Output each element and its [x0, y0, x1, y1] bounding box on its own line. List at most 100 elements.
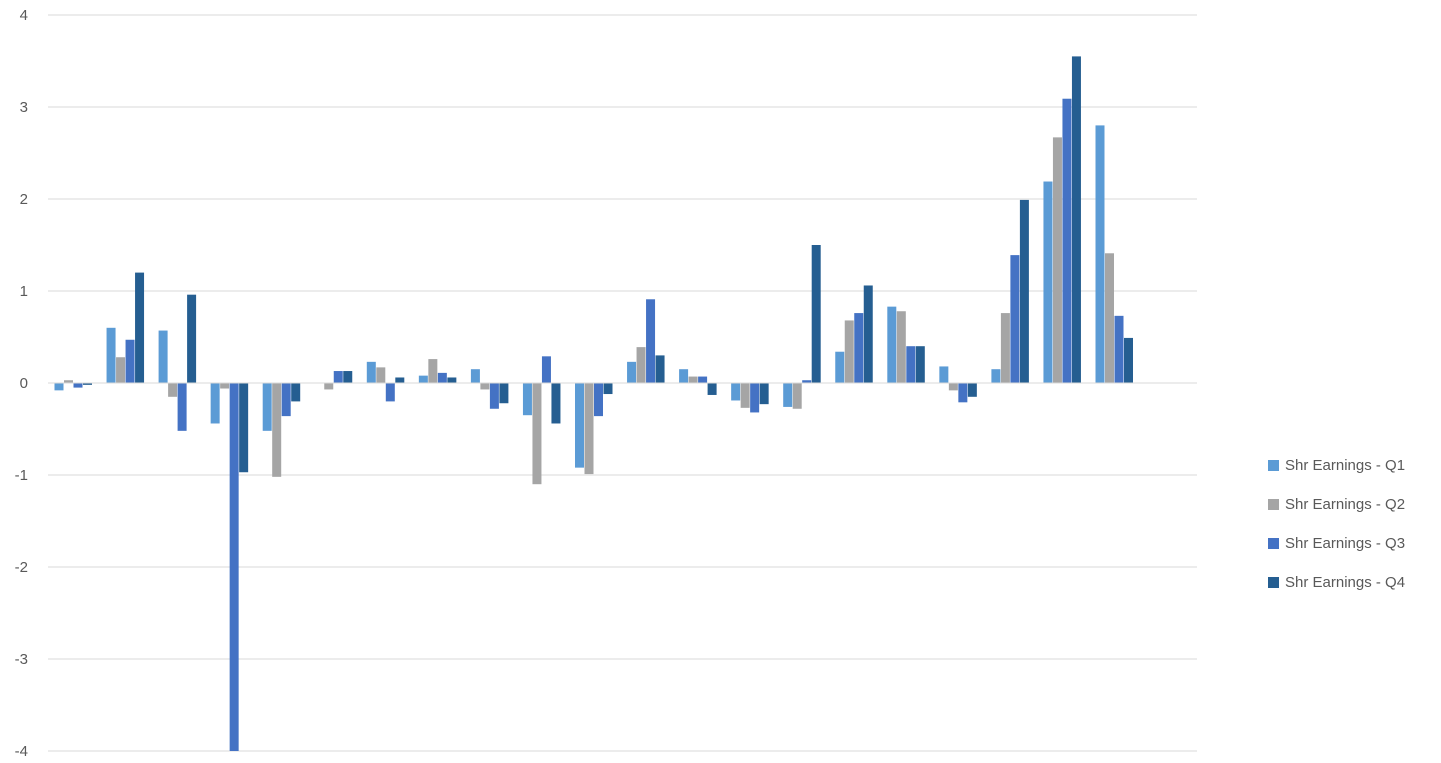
bar-shr-earnings-q1-20 [1043, 181, 1053, 383]
y-tick-label: 3 [20, 99, 28, 116]
bar-shr-earnings-q1-18 [939, 366, 949, 383]
bar-shr-earnings-q1-4 [210, 383, 220, 424]
bar-shr-earnings-q4-4 [239, 383, 249, 473]
bar-shr-earnings-q3-13 [698, 376, 708, 383]
bar-shr-earnings-q2-19 [1000, 313, 1010, 383]
bar-shr-earnings-q3-4 [229, 383, 239, 751]
bar-shr-earnings-q3-7 [385, 383, 395, 402]
bar-shr-earnings-q4-19 [1019, 199, 1029, 383]
bar-shr-earnings-q2-13 [688, 376, 698, 383]
bar-shr-earnings-q3-9 [489, 383, 499, 409]
bar-shr-earnings-q3-6 [333, 371, 343, 383]
bar-shr-earnings-q3-20 [1062, 98, 1072, 383]
bar-shr-earnings-q2-8 [428, 359, 438, 383]
y-tick-label: 1 [20, 283, 28, 300]
legend-label-q4: Shr Earnings - Q4 [1285, 573, 1406, 591]
bar-shr-earnings-q2-4 [220, 383, 230, 389]
bar-shr-earnings-q3-12 [646, 299, 656, 383]
y-tick-label: -4 [15, 743, 28, 760]
bar-shr-earnings-q1-11 [575, 383, 584, 468]
bar-shr-earnings-q3-2 [125, 339, 135, 383]
bar-shr-earnings-q2-20 [1052, 137, 1062, 383]
bar-shr-earnings-q4-17 [915, 346, 925, 383]
bar-shr-earnings-q1-13 [679, 369, 689, 383]
bar-shr-earnings-q2-21 [1105, 253, 1114, 383]
legend-label-q2: Shr Earnings - Q2 [1285, 495, 1406, 513]
bar-shr-earnings-q2-3 [168, 383, 178, 397]
legend-swatch-q1 [1268, 459, 1279, 471]
bar-shr-earnings-q2-17 [896, 311, 906, 383]
bar-shr-earnings-q2-14 [740, 383, 750, 408]
bar-shr-earnings-q4-18 [967, 383, 977, 397]
bar-shr-earnings-q2-1 [64, 380, 73, 383]
y-tick-label: 0 [20, 375, 28, 392]
bar-shr-earnings-q1-10 [522, 383, 532, 416]
bar-shr-earnings-q1-15 [783, 383, 793, 407]
legend-item-q4: Shr Earnings - Q4 [1268, 572, 1405, 592]
bar-shr-earnings-q3-17 [906, 346, 916, 383]
bar-shr-earnings-q3-5 [281, 383, 291, 417]
bar-shr-earnings-q1-14 [731, 383, 741, 401]
bar-shr-earnings-q1-2 [106, 327, 116, 383]
y-tick-label: -2 [15, 559, 28, 576]
bar-shr-earnings-q4-6 [343, 371, 353, 383]
bar-shr-earnings-q2-12 [636, 347, 646, 383]
bar-shr-earnings-q4-1 [83, 383, 92, 385]
bar-shr-earnings-q3-1 [73, 383, 83, 388]
bar-shr-earnings-q3-14 [750, 383, 760, 413]
bar-shr-earnings-q1-17 [887, 306, 897, 383]
legend-item-q3: Shr Earnings - Q3 [1268, 533, 1405, 553]
bar-shr-earnings-q3-8 [437, 372, 447, 383]
bar-shr-earnings-q3-10 [541, 356, 551, 383]
bar-shr-earnings-q1-21 [1095, 125, 1105, 384]
bar-shr-earnings-q4-16 [863, 285, 873, 383]
bar-shr-earnings-q1-3 [158, 330, 168, 383]
bar-shr-earnings-q3-19 [1010, 255, 1020, 383]
bar-shr-earnings-q1-16 [835, 351, 845, 383]
bar-shr-earnings-q1-5 [262, 383, 272, 431]
bar-shr-earnings-q4-10 [551, 383, 561, 424]
bar-shr-earnings-q2-10 [532, 383, 542, 485]
y-tick-label: -3 [15, 651, 28, 668]
bar-shr-earnings-q2-2 [116, 357, 126, 383]
bar-shr-earnings-q1-19 [991, 369, 1001, 383]
bar-shr-earnings-q2-6 [324, 383, 334, 390]
legend-label-q3: Shr Earnings - Q3 [1285, 534, 1406, 552]
bar-shr-earnings-q3-3 [177, 383, 187, 431]
bar-shr-earnings-q4-13 [707, 383, 717, 395]
bar-shr-earnings-q4-3 [187, 294, 197, 383]
bar-shr-earnings-q2-16 [844, 320, 854, 383]
bar-shr-earnings-q1-8 [418, 375, 428, 383]
bar-shr-earnings-q3-21 [1114, 315, 1124, 383]
bar-shr-earnings-q4-21 [1124, 337, 1133, 383]
legend-label-q1: Shr Earnings - Q1 [1285, 456, 1406, 474]
bar-shr-earnings-q4-15 [811, 245, 821, 383]
bar-shr-earnings-q3-18 [958, 383, 968, 403]
bar-shr-earnings-q1-12 [627, 361, 637, 383]
bar-shr-earnings-q4-7 [395, 377, 405, 383]
bar-shr-earnings-q1-1 [54, 383, 64, 391]
legend-swatch-q2 [1268, 498, 1279, 510]
bar-shr-earnings-q4-5 [291, 383, 301, 402]
bar-shr-earnings-q2-15 [792, 383, 802, 409]
bar-shr-earnings-q2-7 [376, 367, 386, 383]
bar-shr-earnings-q4-20 [1071, 56, 1081, 384]
bar-shr-earnings-q1-7 [366, 361, 376, 383]
bar-shr-earnings-q2-9 [480, 383, 490, 390]
y-tick-label: -1 [15, 467, 28, 484]
bar-shr-earnings-q4-11 [603, 383, 613, 395]
bar-shr-earnings-q2-11 [584, 383, 594, 475]
bar-shr-earnings-q2-5 [272, 383, 282, 477]
bar-shr-earnings-q2-18 [948, 383, 958, 391]
bars [54, 56, 1133, 751]
bar-shr-earnings-q3-15 [802, 380, 812, 383]
bar-shr-earnings-q4-2 [135, 272, 145, 383]
bar-shr-earnings-q1-9 [470, 369, 480, 383]
legend-swatch-q4 [1268, 576, 1279, 588]
legend: Shr Earnings - Q1 Shr Earnings - Q2 Shr … [1268, 455, 1405, 611]
y-tick-label: 4 [20, 7, 28, 24]
y-axis-tick-labels: 4 3 2 1 0 -1 -2 -3 -4 [15, 7, 28, 760]
legend-item-q2: Shr Earnings - Q2 [1268, 494, 1405, 514]
y-tick-label: 2 [20, 191, 28, 208]
bar-shr-earnings-q4-12 [655, 355, 665, 383]
